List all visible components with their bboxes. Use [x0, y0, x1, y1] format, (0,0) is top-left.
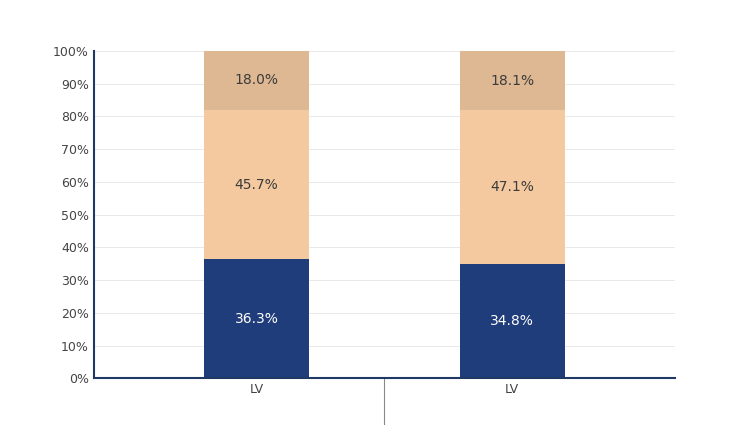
Bar — [460, 264, 565, 378]
Text: 34.8%: 34.8% — [490, 314, 534, 328]
Text: 18.1%: 18.1% — [490, 74, 534, 88]
Text: 36.3%: 36.3% — [235, 312, 278, 326]
Bar — [460, 51, 565, 110]
Bar — [204, 259, 309, 378]
Text: 18.0%: 18.0% — [235, 74, 278, 88]
Bar — [204, 110, 309, 259]
Text: 47.1%: 47.1% — [490, 180, 534, 194]
Bar — [204, 51, 309, 110]
Text: 45.7%: 45.7% — [235, 178, 278, 192]
Bar — [460, 110, 565, 264]
